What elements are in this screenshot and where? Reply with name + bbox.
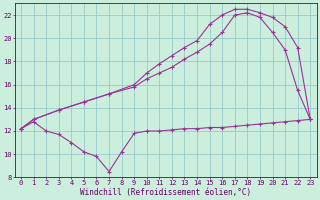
X-axis label: Windchill (Refroidissement éolien,°C): Windchill (Refroidissement éolien,°C) [80,188,251,197]
